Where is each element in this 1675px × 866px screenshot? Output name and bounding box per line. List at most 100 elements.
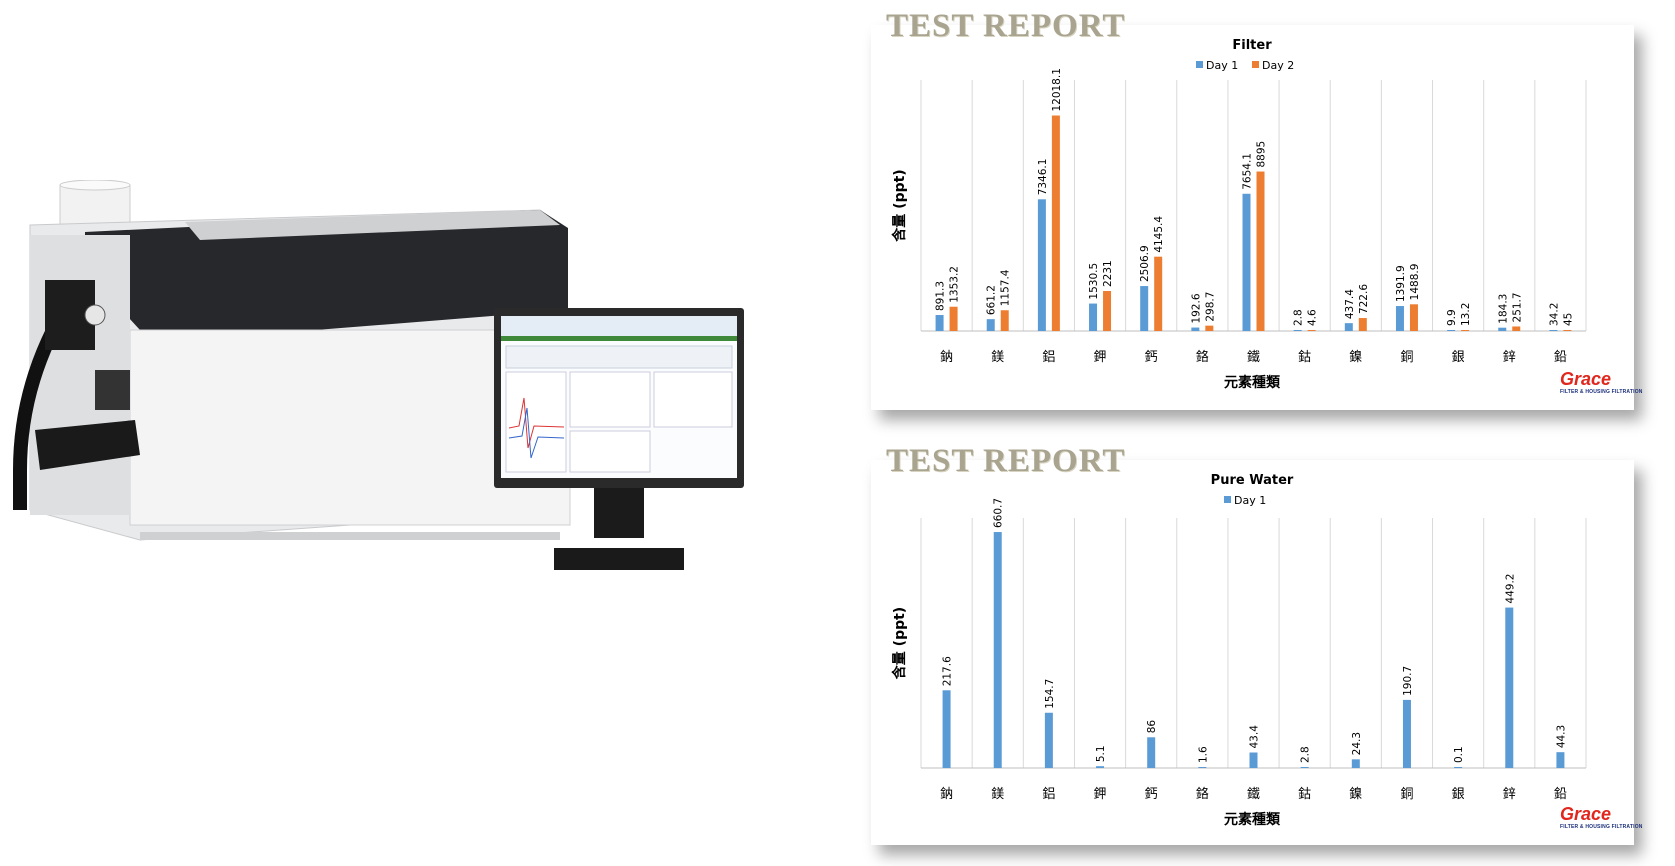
bar — [1402, 699, 1411, 768]
x-tick-label: 鉻 — [1196, 349, 1209, 365]
data-label: 13.2 — [1460, 303, 1472, 326]
data-label: 2506.9 — [1139, 245, 1151, 282]
bar — [1096, 766, 1105, 768]
logo-text: Grace — [1560, 369, 1612, 389]
data-label: 217.6 — [942, 656, 954, 686]
grace-logo: Grace FILTER & HOUSING FILTRATION — [1560, 805, 1643, 830]
bar — [1447, 330, 1456, 331]
bar — [1358, 318, 1367, 331]
bar — [1556, 752, 1565, 768]
bar — [1198, 767, 1207, 768]
data-label: 5.1 — [1095, 745, 1107, 762]
x-tick-label: 鉻 — [1196, 786, 1209, 802]
legend-swatch — [1224, 496, 1231, 503]
x-tick-label: 鋁 — [1042, 787, 1055, 802]
x-tick-label: 鉛 — [1554, 350, 1567, 365]
bar — [993, 532, 1002, 768]
data-label: 86 — [1146, 720, 1158, 734]
bar — [1344, 323, 1353, 331]
data-label: 43.4 — [1249, 725, 1261, 749]
y-axis-title: 含量 (ppt) — [891, 607, 908, 679]
bar — [986, 319, 995, 331]
filter-chart-panel — [871, 25, 1634, 410]
bar — [1300, 767, 1309, 768]
bar — [942, 690, 951, 768]
bar — [1512, 326, 1521, 331]
data-label: 0.1 — [1453, 746, 1465, 763]
data-label: 190.7 — [1402, 666, 1414, 696]
data-label: 298.7 — [1204, 292, 1216, 322]
data-label: 24.3 — [1351, 732, 1363, 755]
bar — [1498, 327, 1507, 331]
bar — [1000, 310, 1009, 331]
data-label: 1157.4 — [1000, 269, 1012, 306]
data-label: 1488.9 — [1409, 264, 1421, 301]
data-label: 1.6 — [1197, 746, 1209, 763]
bar — [1563, 330, 1572, 331]
data-label: 154.7 — [1044, 679, 1056, 709]
icp-ms-instrument-photo — [13, 180, 571, 541]
data-label: 891.3 — [935, 281, 947, 311]
logo-text: Grace — [1560, 804, 1612, 824]
x-tick-label: 鈷 — [1298, 349, 1311, 365]
data-label: 660.7 — [993, 498, 1005, 528]
bar — [1461, 330, 1470, 331]
bar — [1454, 767, 1463, 768]
data-label: 8895 — [1256, 141, 1268, 168]
x-tick-label: 鉀 — [1094, 787, 1107, 802]
x-tick-label: 鋅 — [1503, 350, 1516, 365]
bar — [1249, 752, 1258, 768]
chart-title: Filter — [1232, 38, 1272, 53]
x-tick-label: 銀 — [1452, 787, 1465, 802]
legend-label: Day 1 — [1206, 59, 1238, 72]
bar — [949, 306, 958, 331]
x-tick-label: 鎂 — [991, 349, 1004, 365]
data-label: 192.6 — [1190, 293, 1202, 323]
x-axis-title: 元素種類 — [1224, 374, 1281, 391]
x-tick-label: 鐵 — [1247, 786, 1260, 802]
bar — [1205, 325, 1214, 331]
legend-label: Day 2 — [1262, 59, 1294, 72]
bar — [1089, 303, 1098, 331]
x-tick-label: 鉛 — [1554, 787, 1567, 802]
bar — [1147, 737, 1156, 768]
bar — [935, 315, 944, 331]
legend-swatch — [1196, 61, 1203, 68]
bar — [1051, 115, 1060, 331]
bar — [1307, 330, 1316, 331]
data-label: 2231 — [1102, 260, 1114, 287]
x-tick-label: 銅 — [1400, 350, 1413, 365]
test-report-watermark: TEST REPORT — [886, 8, 1126, 44]
data-label: 34.2 — [1548, 303, 1560, 326]
chart-title: Pure Water — [1211, 473, 1294, 488]
bar — [1140, 286, 1149, 331]
data-label: 1391.9 — [1395, 265, 1407, 302]
x-tick-label: 鎂 — [991, 786, 1004, 802]
data-label: 7346.1 — [1037, 159, 1049, 196]
x-tick-label: 鋁 — [1042, 350, 1055, 365]
logo-tagline: FILTER & HOUSING FILTRATION — [1560, 389, 1643, 395]
bar — [1044, 712, 1053, 768]
bar — [1037, 199, 1046, 331]
data-label: 44.3 — [1555, 725, 1567, 748]
test-report-watermark: TEST REPORT — [886, 443, 1126, 479]
data-label: 1530.5 — [1088, 263, 1100, 300]
x-tick-label: 銅 — [1400, 787, 1413, 802]
x-axis-title: 元素種類 — [1224, 811, 1281, 828]
legend-label: Day 1 — [1234, 494, 1266, 507]
x-tick-label: 鎳 — [1349, 349, 1362, 365]
x-tick-label: 鋅 — [1503, 787, 1516, 802]
bar — [1395, 306, 1404, 331]
data-label: 1353.2 — [949, 266, 961, 303]
data-label: 449.2 — [1504, 574, 1516, 604]
x-tick-label: 鈉 — [940, 349, 953, 365]
grace-logo: Grace FILTER & HOUSING FILTRATION — [1560, 370, 1643, 395]
logo-tagline: FILTER & HOUSING FILTRATION — [1560, 824, 1643, 830]
data-label: 661.2 — [986, 285, 998, 315]
data-label: 2.8 — [1293, 309, 1305, 326]
data-label: 4.6 — [1307, 309, 1319, 326]
bar — [1103, 291, 1112, 331]
x-tick-label: 銀 — [1452, 350, 1465, 365]
bar — [1154, 256, 1163, 331]
y-axis-title: 含量 (ppt) — [891, 169, 908, 241]
